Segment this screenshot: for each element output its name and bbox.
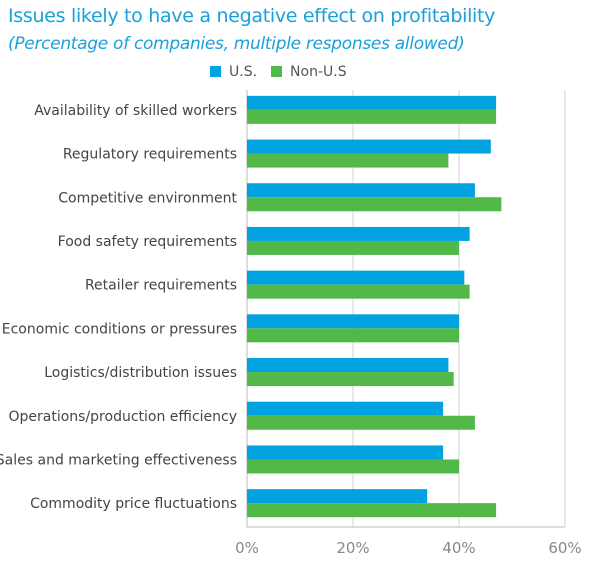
bar-non-us <box>247 372 454 387</box>
bar-non-us <box>247 503 497 518</box>
bar-us <box>247 139 491 154</box>
category-label: Competitive environment <box>58 190 237 206</box>
chart-subtitle: (Percentage of companies, multiple respo… <box>8 34 465 54</box>
bar-us <box>247 314 459 329</box>
category-label: Economic conditions or pressures <box>2 321 237 337</box>
bar-us <box>247 226 470 241</box>
bar-non-us <box>247 284 470 299</box>
category-label: Availability of skilled workers <box>34 103 237 119</box>
legend-swatch <box>210 66 221 77</box>
bar-us <box>247 270 465 285</box>
category-label: Operations/production efficiency <box>8 409 237 425</box>
legend-label: U.S. <box>229 64 258 80</box>
tick-label: 20% <box>336 539 369 557</box>
category-label: Retailer requirements <box>85 278 237 294</box>
legend-item-us: U.S. <box>210 64 257 80</box>
category-label: Commodity price fluctuations <box>30 496 237 512</box>
bar-us <box>247 358 449 373</box>
category-label: Sales and marketing effectiveness <box>0 452 237 468</box>
bar-non-us <box>247 459 459 474</box>
tick-label: 40% <box>442 539 475 557</box>
category-label: Logistics/distribution issues <box>44 365 237 381</box>
bar-non-us <box>247 153 449 168</box>
bar-us <box>247 95 497 110</box>
bar-us <box>247 401 444 416</box>
tick-label: 60% <box>548 539 581 557</box>
legend-item-non-us: Non-U.S <box>271 64 347 80</box>
legend-swatch <box>271 66 283 77</box>
bar-us <box>247 445 444 460</box>
legend: U.S. Non-U.S <box>210 64 347 80</box>
bar-us <box>247 489 428 504</box>
legend-label: Non-U.S <box>290 64 347 80</box>
tick-label: 0% <box>235 539 259 557</box>
bar-non-us <box>247 197 502 212</box>
category-label: Regulatory requirements <box>63 147 237 163</box>
bar-non-us <box>247 328 459 343</box>
category-label: Food safety requirements <box>58 234 237 250</box>
bar-us <box>247 183 475 198</box>
bar-non-us <box>247 415 475 430</box>
bar-non-us <box>247 240 459 255</box>
chart-title: Issues likely to have a negative effect … <box>8 5 496 27</box>
bar-non-us <box>247 109 497 124</box>
